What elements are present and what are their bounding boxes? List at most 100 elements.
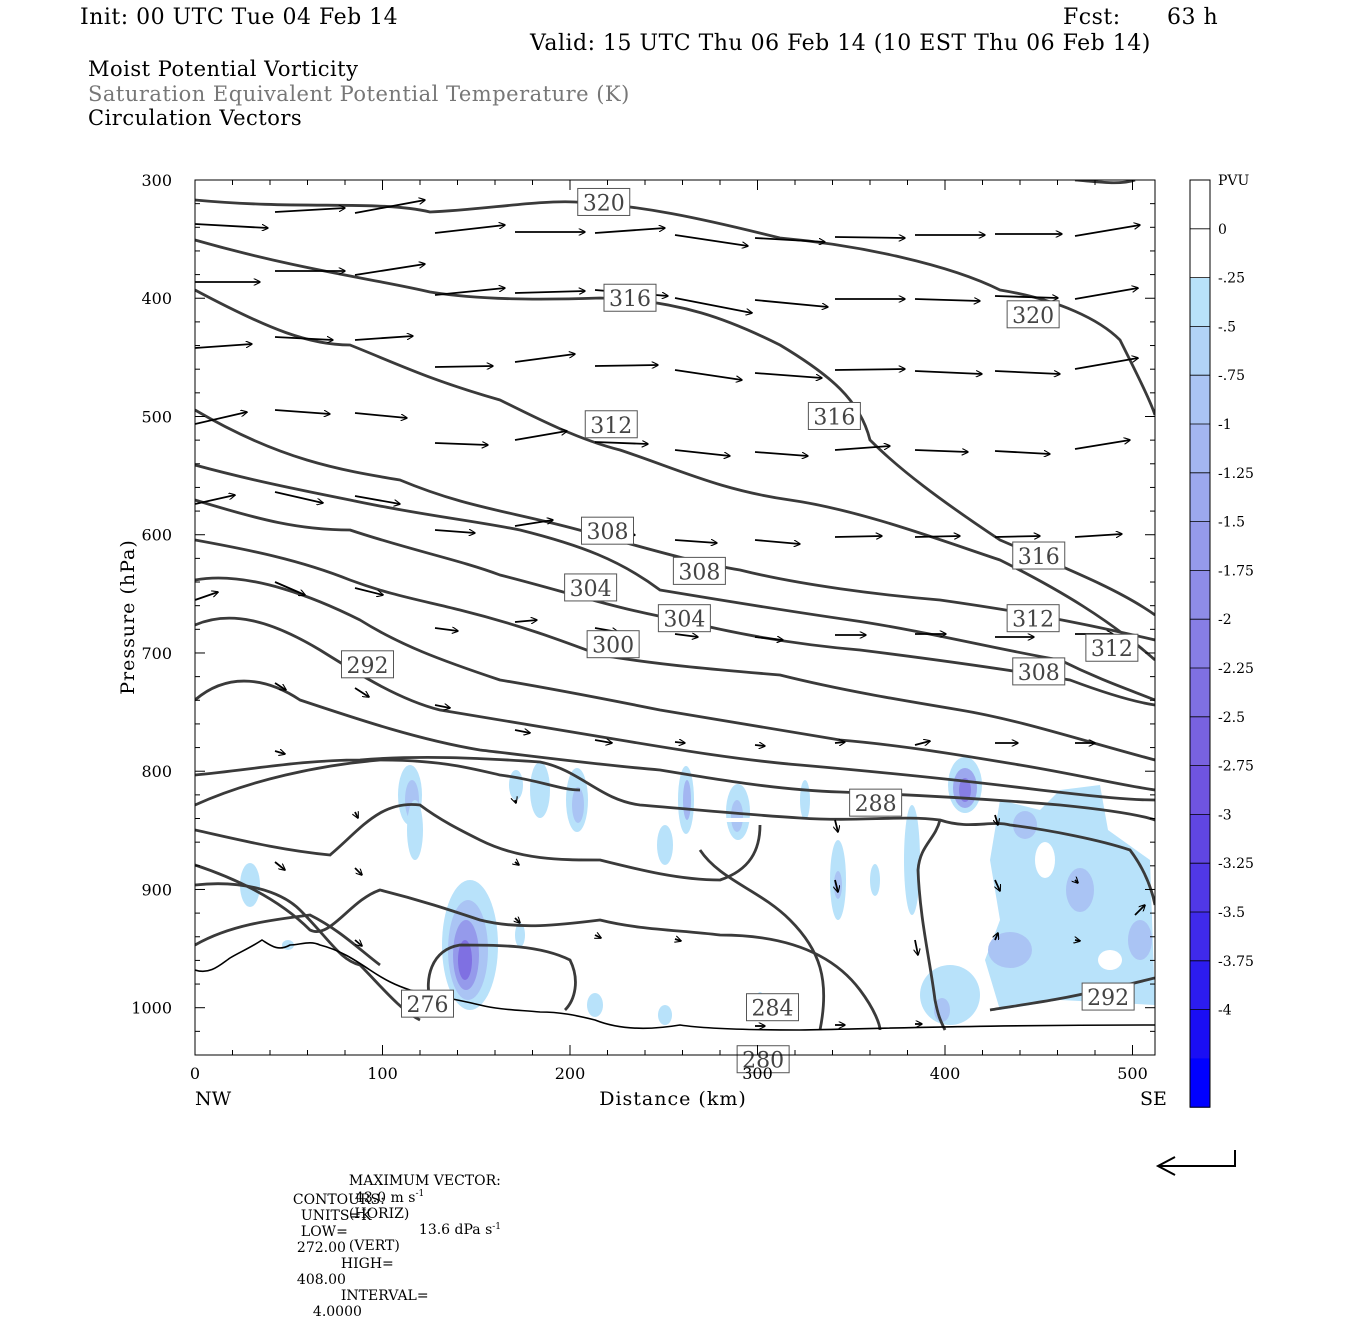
theta-es-contours [195,180,1155,1031]
colorbar-swatch [1190,863,1210,913]
colorbar-swatch [1190,1058,1210,1108]
svg-text:288: 288 [855,792,897,817]
contours-interval-label: INTERVAL= [340,1288,429,1304]
colorbar-swatch [1190,716,1210,767]
y-tick-label: 900 [141,880,172,899]
y-tick-label: 500 [141,407,172,426]
contour-label: 300 [586,630,640,659]
contour-label: 320 [1006,300,1060,329]
colorbar-swatch [1190,326,1210,376]
colorbar-swatch [1190,668,1210,718]
x-tick-label: 200 [555,1064,586,1083]
y-axis-label: Pressure (hPa) [117,539,139,695]
contour-label: 316 [807,401,861,430]
contours-label: CONTOURS: [292,1192,385,1208]
colorbar-labels: 0 -.25 -.5 -.75 -1 -1.25 -1.5 -1.75 -2 -… [1218,222,1254,1019]
terrain-line [195,939,1155,1031]
y-tick-label: 400 [141,289,172,308]
contour-label: 308 [672,556,726,585]
contour-label: 276 [401,989,454,1018]
x-tick-label: 400 [930,1064,961,1083]
colorbar-swatch [1190,375,1210,425]
colorbar-label: -2.25 [1218,661,1254,677]
colorbar-label: -2 [1218,612,1232,628]
contours-high-label: HIGH= [340,1256,394,1272]
contour-label: 292 [1081,982,1135,1011]
contour-label: 292 [341,650,394,679]
colorbar-label: -1 [1218,417,1232,433]
x-tick-label: 100 [367,1064,398,1083]
svg-text:312: 312 [1091,637,1133,662]
contour-label: 308 [1012,657,1066,686]
x-tick-label: 300 [742,1064,773,1083]
y-tick-label: 700 [141,644,172,663]
colorbar-swatch [1190,912,1210,962]
svg-text:280: 280 [742,1049,784,1074]
svg-text:316: 316 [609,287,651,312]
valid-time: Valid: 15 UTC Thu 06 Feb 14 (10 EST Thu … [530,31,1151,56]
colorbar-swatch [1190,277,1210,327]
svg-text:312: 312 [590,414,632,439]
cross-section-chart: 320 316 320 312 316 308 316 308 304 304 312 312 300 3… [117,171,1254,1176]
colorbar-unit: PVU [1218,173,1250,189]
vert-vector-value: 13.6 dPa s [418,1222,493,1239]
colorbar-label: -2.75 [1218,759,1254,775]
init-time: Init: 00 UTC Tue 04 Feb 14 [80,5,399,30]
svg-text:312: 312 [1012,608,1054,633]
svg-text:292: 292 [1087,986,1129,1011]
colorbar-swatch [1190,765,1210,815]
circulation-vectors [195,200,1145,1026]
contour-label-layer: 320 316 320 312 316 308 316 308 304 304 312 312 300 3… [341,187,1139,1074]
colorbar-frame [1189,179,1211,1108]
contour-label: 304 [564,573,618,602]
colorbar-label: -1.25 [1218,466,1254,482]
colorbar-swatch [1190,180,1210,230]
colorbar-label: 0 [1218,222,1227,238]
colorbar-label: -.25 [1218,271,1245,287]
contour-label: 320 [577,187,631,216]
colorbar-swatch [1190,424,1210,474]
colorbar-swatch [1190,619,1210,669]
contour-label: 316 [1012,541,1066,570]
y-tick-label: 800 [141,762,172,781]
footer-contours: CONTOURS: UNITS=K LOW= 272.00 HIGH= 408.… [284,1176,429,1320]
contour-label: 316 [603,283,657,312]
colorbar-label: -2.5 [1218,710,1245,726]
vert-exponent: -1 [492,1221,502,1232]
forecast-label: Fcst: [1063,5,1121,30]
colorbar-swatch [1190,472,1210,523]
y-tick-label: 600 [141,526,172,545]
svg-text:320: 320 [1012,304,1054,329]
plot-frame [194,179,1156,1056]
svg-text:276: 276 [407,993,449,1018]
svg-text:304: 304 [570,577,612,602]
title-theta-es: Saturation Equivalent Potential Temperat… [88,82,630,106]
contours-high-value: 408.00 [296,1272,346,1288]
colorbar-label: -.75 [1218,368,1245,384]
x-tick-labels: 0 100 200 300 400 500 [190,1064,1148,1083]
contour-label: 304 [657,604,711,633]
x-tick-label: 500 [1117,1064,1148,1083]
svg-text:308: 308 [587,520,629,545]
x-end-label-right: SE [1140,1088,1167,1110]
colorbar-swatch [1190,960,1210,1011]
colorbar-label: -4 [1218,1003,1232,1019]
contour-label: 288 [849,788,903,817]
svg-text:300: 300 [592,634,634,659]
colorbar-swatch [1190,228,1210,279]
y-tick-label: 1000 [131,999,172,1018]
colorbar-swatch [1190,521,1210,571]
pv-shading [240,757,1155,1025]
forecast-hour: 63 h [1167,5,1219,30]
svg-text:316: 316 [813,405,855,430]
reference-vector-icon [1155,1150,1236,1176]
contours-interval-value: 4.0000 [312,1304,362,1320]
svg-text:308: 308 [1018,661,1060,686]
colorbar-label: -3.25 [1218,856,1254,872]
x-axis-label: Distance (km) [599,1088,747,1110]
contour-label: 308 [581,516,634,545]
colorbar-label: -3 [1218,807,1232,823]
svg-text:316: 316 [1018,545,1060,570]
contours-units: UNITS=K [300,1208,372,1224]
contour-label: 312 [1085,633,1139,662]
